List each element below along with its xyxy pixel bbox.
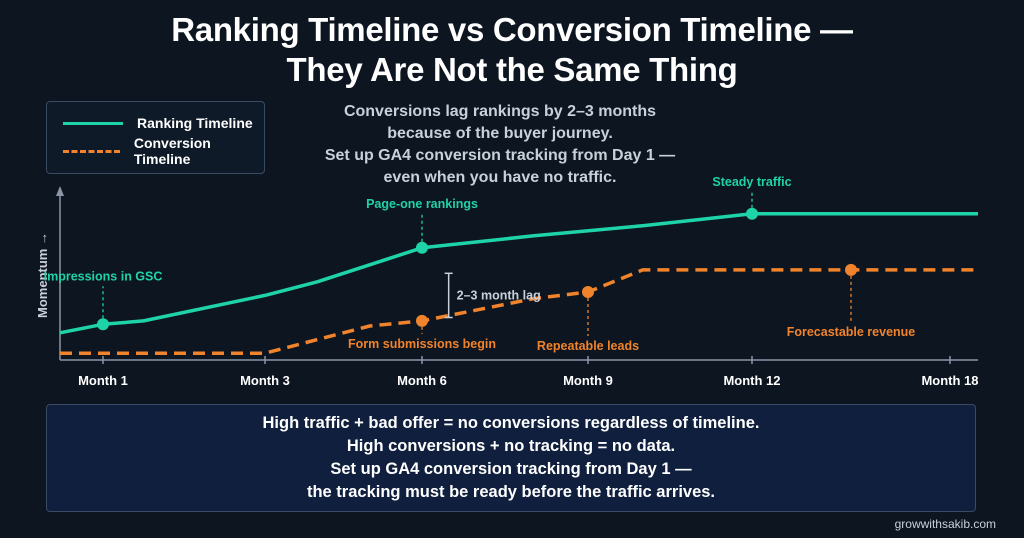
marker-label-ranking-3: Steady traffic <box>712 175 791 189</box>
subtitle-line-1: Conversions lag rankings by 2–3 months <box>343 103 657 120</box>
subtitle-line-2: because of the buyer journey. <box>387 125 613 142</box>
lag-label: 2–3 month lag <box>457 288 541 302</box>
info-line-4: the tracking must be ready before the tr… <box>306 483 716 501</box>
info-line-2: High conversions + no tracking = no data… <box>346 437 676 455</box>
marker-ranking-2 <box>416 241 428 254</box>
title-line-1: Ranking Timeline vs Conversion Timeline … <box>171 11 853 48</box>
legend-swatch-ranking <box>63 121 123 125</box>
legend: Ranking Timeline Conversion Timeline <box>46 101 265 174</box>
info-line-1: High traffic + bad offer = no conversion… <box>262 414 760 432</box>
legend-entry-ranking: Ranking Timeline <box>63 113 253 133</box>
y-axis-arrow <box>56 186 64 196</box>
x-tick-label-1: Month 1 <box>78 373 128 388</box>
subtitle-line-3: Set up GA4 conversion tracking from Day … <box>324 147 676 164</box>
marker-label-conversion-2: Repeatable leads <box>537 339 639 353</box>
timeline-chart: Momentum → Month 1 Month 3 Month 6 Month 9 Mo… <box>35 175 979 388</box>
marker-label-ranking-1: Impressions in GSC <box>44 269 163 283</box>
chart-title: Ranking Timeline vs Conversion Timeline … <box>0 10 1024 90</box>
marker-conversion-1 <box>416 314 428 327</box>
series-line-conversion <box>60 268 978 355</box>
marker-label-conversion-1: Form submissions begin <box>348 337 496 351</box>
subtitle-line-4: even when you have no traffic. <box>383 169 617 186</box>
footer-credit: growwithsakib.com <box>894 517 996 531</box>
marker-ranking-1 <box>97 318 109 331</box>
marker-label-ranking-2: Page-one rankings <box>366 197 478 211</box>
x-tick-label-2: Month 3 <box>240 373 290 388</box>
marker-conversion-3 <box>845 263 857 276</box>
x-tick-label-5: Month 12 <box>723 373 780 388</box>
series-line-ranking <box>59 212 978 335</box>
info-box: High traffic + bad offer = no conversion… <box>46 404 976 512</box>
info-line-3: Set up GA4 conversion tracking from Day … <box>330 460 692 478</box>
marker-ranking-3 <box>746 207 758 220</box>
x-tick-label-4: Month 9 <box>563 373 613 388</box>
legend-entry-conversion: Conversion Timeline <box>63 135 264 167</box>
x-tick-label-3: Month 6 <box>397 373 447 388</box>
legend-swatch-conversion <box>63 149 120 153</box>
legend-label-ranking: Ranking Timeline <box>137 115 253 131</box>
marker-label-conversion-3: Forecastable revenue <box>787 325 916 339</box>
x-tick-label-6: Month 18 <box>921 373 978 388</box>
y-axis-label: Momentum → <box>35 232 50 318</box>
legend-label-conversion: Conversion Timeline <box>133 135 211 167</box>
marker-conversion-2 <box>582 286 594 298</box>
chart-subtitle: Conversions lag rankings by 2–3 months b… <box>310 101 690 189</box>
title-line-2: They Are Not the Same Thing <box>286 51 738 88</box>
